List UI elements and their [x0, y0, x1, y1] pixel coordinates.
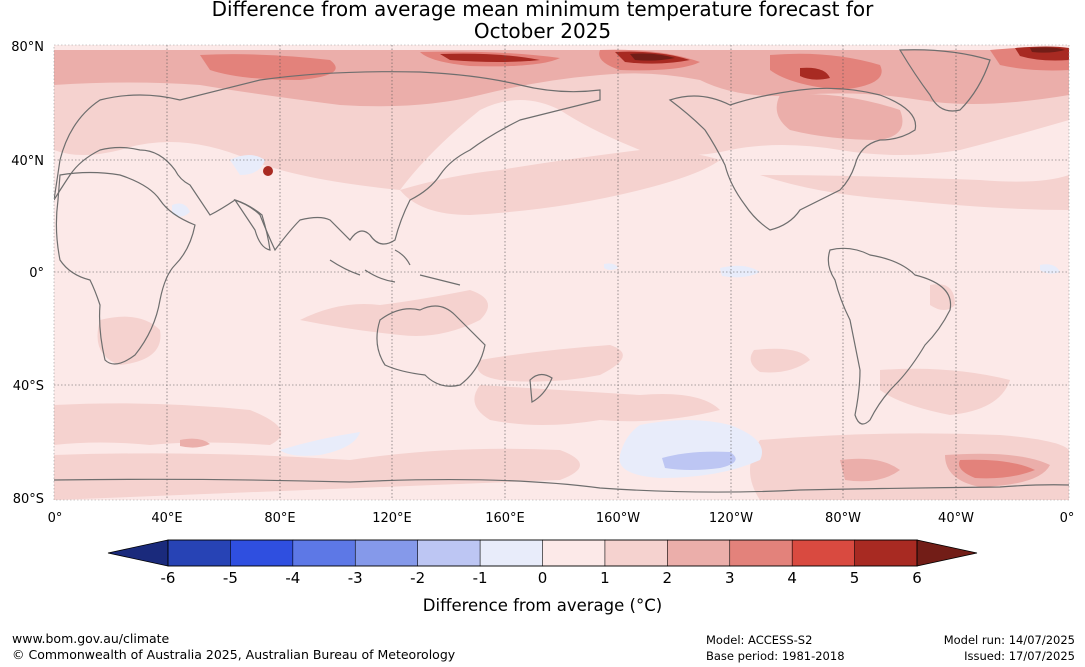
footer-model-info: Model: ACCESS-S2 Base period: 1981-2018 — [706, 632, 845, 664]
colorbar-tick-label: 6 — [912, 569, 922, 587]
colorbar-bin — [479, 539, 544, 567]
lon-label-0-left: 0° — [48, 511, 63, 526]
colorbar-tick-label: -1 — [473, 569, 488, 587]
colorbar-label: Difference from average (°C) — [422, 596, 663, 615]
lat-label-80n: 80°N — [11, 40, 44, 55]
lat-label-equator: 0° — [29, 266, 44, 281]
coastline-australia — [376, 305, 486, 387]
colorbar-bin — [167, 539, 232, 567]
longitude-labels: 0° 40°E 80°E 120°E 160°E 160°W 120°W 80°… — [48, 511, 1075, 526]
coastline-new-zealand — [529, 373, 553, 403]
colorbar-tick-label: 0 — [538, 569, 548, 587]
colorbar-bin — [292, 539, 357, 567]
footer-model-run: Model run: 14/07/2025 — [943, 633, 1075, 647]
lat-label-40n: 40°N — [11, 154, 44, 169]
colorbar-bin — [417, 539, 481, 567]
colorbar: -6 -5 -4 -3 -2 -1 0 1 2 3 4 5 6 — [107, 539, 978, 587]
lon-label-40w: 40°W — [938, 511, 974, 526]
footer-website: www.bom.gov.au/climate — [12, 631, 170, 646]
coastline-africa — [55, 171, 196, 365]
footer-base-period: Base period: 1981-2018 — [706, 649, 845, 663]
colorbar-tick-label: -5 — [223, 569, 238, 587]
lon-label-40e: 40°E — [151, 511, 182, 526]
colorbar-bin — [354, 539, 419, 567]
lon-label-120e: 120°E — [372, 511, 412, 526]
lon-label-160e: 160°E — [485, 511, 525, 526]
coastline-north-america — [668, 87, 917, 231]
anomaly-minus2-minus1-regions — [662, 451, 736, 470]
lon-label-80w: 80°W — [825, 511, 861, 526]
map-title: Difference from average mean minimum tem… — [0, 0, 1085, 42]
coastline-greenland — [898, 49, 991, 112]
colorbar-tick-label: 4 — [787, 569, 797, 587]
colorbar-bin — [542, 539, 606, 567]
colorbar-bins — [167, 539, 918, 567]
colorbar-bin — [729, 539, 793, 567]
footer-copyright: © Commonwealth of Australia 2025, Austra… — [12, 647, 456, 662]
anomaly-above-6-regions — [630, 47, 1065, 61]
colorbar-tick-label: -2 — [410, 569, 425, 587]
footer-dates: Model run: 14/07/2025 Issued: 17/07/2025 — [944, 632, 1075, 664]
footer-issued: Issued: 17/07/2025 — [964, 649, 1075, 663]
colorbar-tick-label: 2 — [663, 569, 673, 587]
latitude-labels: 80°N 40°N 0° 40°S 80°S — [11, 40, 44, 507]
coastline-southeast-asia-islands — [329, 249, 461, 286]
colorbar-outline — [167, 539, 918, 567]
lat-label-80s: 80°S — [13, 492, 44, 507]
map-title-line2: October 2025 — [473, 19, 612, 43]
colorbar-tick-label: -6 — [161, 569, 176, 587]
lon-label-80e: 80°E — [264, 511, 295, 526]
lon-label-120w: 120°W — [709, 511, 753, 526]
colorbar-bin — [854, 539, 918, 567]
coastline-india — [233, 198, 271, 251]
lon-label-0-right: 0° — [1060, 511, 1075, 526]
colorbar-tick-label: 1 — [600, 569, 610, 587]
lat-label-40s: 40°S — [13, 379, 44, 394]
map-panel — [54, 45, 1069, 500]
graticule — [54, 45, 1069, 500]
footer-model: Model: ACCESS-S2 — [706, 633, 813, 647]
map-frame — [53, 44, 1070, 501]
coastline-antarctica — [54, 478, 1069, 493]
map-title-line1: Difference from average mean minimum tem… — [211, 0, 874, 21]
colorbar-bin — [791, 539, 856, 567]
colorbar-bin — [230, 539, 294, 567]
colorbar-tick-label: -3 — [348, 569, 363, 587]
colorbar-bin — [667, 539, 731, 567]
coastline-eurasia — [54, 71, 601, 252]
colorbar-bin — [604, 539, 669, 567]
lon-label-160w: 160°W — [596, 511, 640, 526]
coastlines — [54, 49, 1069, 493]
coastline-south-america — [827, 247, 952, 425]
colorbar-tick-labels: -6 -5 -4 -3 -2 -1 0 1 2 3 4 5 6 — [161, 569, 922, 587]
colorbar-tick-label: 3 — [725, 569, 735, 587]
footer-left: www.bom.gov.au/climate © Commonwealth of… — [12, 631, 455, 663]
colorbar-arrow-above-max — [916, 539, 978, 567]
colorbar-tick-label: -4 — [285, 569, 300, 587]
colorbar-tick-label: 5 — [850, 569, 860, 587]
colorbar-arrow-below-min — [107, 539, 169, 567]
